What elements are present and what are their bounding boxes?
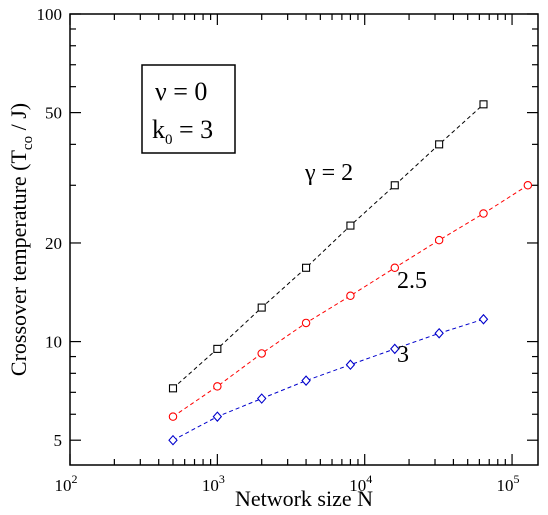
data-point-square	[302, 263, 311, 272]
annotation-k0-tail: = 3	[173, 115, 214, 144]
data-point-circle	[257, 349, 266, 358]
data-point-diamond	[345, 359, 356, 371]
x-tick-label-base: 10	[497, 476, 514, 495]
x-tick-label-exponent: 3	[219, 472, 225, 486]
data-point-square	[479, 100, 488, 109]
data-point-diamond	[434, 327, 444, 339]
data-point-diamond	[256, 393, 267, 404]
data-point-diamond	[390, 343, 400, 355]
x-tick-label-base: 10	[55, 476, 72, 495]
data-point-circle	[390, 263, 400, 273]
x-tick-label-exponent: 5	[514, 472, 520, 486]
y-tick-label: 10	[45, 333, 62, 352]
y-tick-label: 5	[54, 431, 63, 450]
data-point-circle	[301, 318, 311, 328]
y-axis: 5 10 20 50 100	[37, 5, 538, 450]
data-point-diamond	[478, 313, 489, 325]
x-axis: 102 103 104 105	[55, 14, 520, 495]
x-tick-label-base: 10	[202, 476, 219, 495]
y-tick-label: 50	[45, 104, 62, 123]
x-tick-label: 102	[55, 472, 78, 495]
series-line-1	[172, 184, 529, 418]
plot-frame	[69, 13, 539, 466]
annotation-k0-sub: 0	[165, 132, 173, 148]
data-point-diamond	[301, 375, 311, 386]
data-point-circle	[523, 181, 533, 190]
x-axis-label: Network size N	[235, 486, 373, 511]
data-point-diamond	[168, 434, 178, 446]
x-tick-label-exponent: 2	[72, 472, 78, 486]
data-point-diamond	[212, 411, 223, 422]
data-point-circle	[479, 209, 488, 218]
y-axis-label-main: Crossover temperature (T	[6, 150, 31, 377]
annotation-k0-main: k	[152, 115, 165, 144]
data-point-square	[257, 303, 266, 312]
data-point-circle	[213, 382, 222, 391]
annotation-box-frame	[141, 64, 236, 154]
y-tick-label: 20	[45, 234, 62, 253]
data-point-square	[168, 384, 178, 393]
series-line-0	[172, 103, 484, 389]
data-point-circle	[168, 412, 178, 421]
data-point-square	[213, 344, 222, 353]
y-tick-label: 100	[37, 5, 63, 24]
series-label-3: 3	[397, 342, 409, 368]
x-tick-label-exponent: 4	[366, 472, 372, 486]
y-axis-label: Crossover temperature (Tco / J)	[6, 103, 36, 376]
data-point-circle	[346, 291, 355, 301]
x-tick-label: 104	[349, 472, 372, 495]
data-point-square	[390, 181, 399, 190]
x-tick-label: 105	[497, 472, 520, 495]
series-line-2	[172, 318, 484, 441]
y-axis-label-sub: co	[20, 136, 36, 150]
y-axis-label-tail: / J)	[6, 103, 31, 136]
data-point-circle	[434, 235, 444, 245]
series-label-gamma-2: γ = 2	[304, 160, 353, 186]
x-tick-label-base: 10	[349, 476, 366, 495]
data-point-square	[435, 140, 444, 149]
x-tick-label: 103	[202, 472, 225, 495]
annotation-k0: k0 = 3	[152, 115, 213, 148]
annotation-nu: ν = 0	[155, 77, 207, 106]
series-layer	[168, 100, 533, 446]
plot-border	[69, 13, 539, 466]
series-label-2-5: 2.5	[397, 268, 427, 294]
data-point-square	[346, 221, 355, 230]
annotation-box: ν = 0 k0 = 3	[141, 64, 236, 154]
